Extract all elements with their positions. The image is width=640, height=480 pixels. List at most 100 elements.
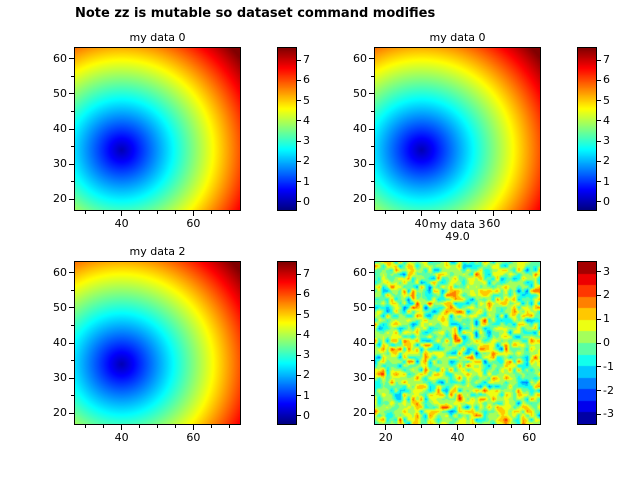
tick-mark bbox=[597, 294, 601, 296]
tick-mark bbox=[528, 425, 530, 430]
tick-mark bbox=[69, 163, 74, 165]
tick-mark bbox=[597, 79, 601, 81]
colorbar bbox=[277, 47, 297, 211]
tick-mark bbox=[121, 425, 123, 430]
tick-label: 60 bbox=[522, 431, 537, 444]
tick-label: 20 bbox=[53, 406, 67, 420]
tick-label: 20 bbox=[378, 431, 393, 444]
tick-mark bbox=[371, 395, 374, 397]
subplot-title: my data 0 bbox=[429, 31, 486, 44]
tick-label: 60 bbox=[186, 217, 201, 230]
tick-label: 30 bbox=[53, 157, 67, 171]
tick-label: 2 bbox=[303, 154, 310, 168]
tick-mark bbox=[228, 211, 230, 214]
tick-mark bbox=[597, 160, 601, 162]
tick-mark bbox=[297, 140, 301, 142]
tick-mark bbox=[457, 425, 458, 430]
tick-label: 60 bbox=[353, 265, 367, 279]
subplot-bottom-left: my data 2 40 60 20 30 40 50 60 0 1 2 3 4 5 6 7 bbox=[53, 245, 310, 444]
tick-mark bbox=[385, 211, 387, 214]
tick-label: 5 bbox=[603, 93, 610, 107]
tick-label: 40 bbox=[353, 122, 367, 135]
subplot-subtitle: 49.0 bbox=[445, 230, 470, 243]
subplot-top-right: my data 0 40 60 20 30 40 50 60 0 1 2 3 4 5 6 7 bbox=[353, 31, 610, 230]
tick-mark bbox=[492, 425, 494, 428]
tick-mark bbox=[71, 75, 74, 77]
axes-frame bbox=[374, 261, 541, 425]
tick-label: 50 bbox=[353, 86, 367, 100]
tick-mark bbox=[597, 120, 601, 122]
tick-label: 2 bbox=[603, 154, 610, 168]
tick-label: 2 bbox=[303, 368, 310, 382]
tick-mark bbox=[385, 425, 387, 430]
tick-label: 40 bbox=[414, 217, 429, 230]
tick-mark bbox=[139, 211, 141, 214]
tick-mark bbox=[403, 211, 405, 214]
tick-label: 40 bbox=[450, 431, 465, 444]
tick-mark bbox=[597, 140, 601, 142]
tick-mark bbox=[69, 307, 74, 309]
tick-mark bbox=[192, 211, 194, 216]
tick-mark bbox=[510, 425, 512, 428]
colorbar-canvas bbox=[578, 262, 596, 424]
tick-mark bbox=[369, 128, 374, 130]
tick-mark bbox=[228, 425, 230, 428]
tick-mark bbox=[69, 58, 74, 60]
tick-label: -3 bbox=[603, 407, 614, 421]
tick-mark bbox=[139, 425, 141, 428]
colorbar-canvas bbox=[578, 48, 596, 210]
tick-mark bbox=[371, 110, 374, 112]
tick-mark bbox=[192, 425, 194, 430]
tick-mark bbox=[371, 75, 374, 77]
tick-mark bbox=[492, 211, 494, 216]
heatmap-canvas bbox=[375, 48, 540, 210]
tick-label: 40 bbox=[353, 336, 367, 349]
tick-label: 40 bbox=[114, 431, 129, 444]
tick-mark bbox=[597, 181, 601, 183]
tick-mark bbox=[421, 211, 423, 216]
tick-mark bbox=[371, 360, 374, 362]
tick-mark bbox=[297, 293, 301, 295]
colorbar-canvas bbox=[278, 262, 296, 424]
axes-frame bbox=[74, 261, 241, 425]
tick-label: 40 bbox=[114, 217, 129, 230]
tick-mark bbox=[597, 201, 601, 203]
tick-mark bbox=[369, 93, 374, 95]
tick-mark bbox=[297, 120, 301, 122]
tick-label: 0 bbox=[603, 336, 610, 349]
tick-mark bbox=[71, 110, 74, 112]
tick-mark bbox=[297, 374, 301, 376]
tick-label: 20 bbox=[353, 192, 367, 206]
tick-mark bbox=[85, 211, 87, 214]
tick-mark bbox=[297, 354, 301, 356]
tick-label: 30 bbox=[353, 157, 367, 171]
tick-mark bbox=[597, 59, 601, 61]
tick-label: 0 bbox=[303, 408, 310, 422]
tick-label: 60 bbox=[53, 265, 67, 279]
tick-label: 5 bbox=[303, 93, 310, 107]
tick-label: 1 bbox=[603, 312, 610, 326]
tick-mark bbox=[297, 79, 301, 81]
tick-mark bbox=[297, 334, 301, 336]
tick-mark bbox=[369, 198, 374, 200]
colorbar bbox=[577, 261, 597, 425]
tick-mark bbox=[371, 289, 374, 291]
tick-mark bbox=[597, 100, 601, 102]
axes-frame bbox=[374, 47, 541, 211]
tick-mark bbox=[369, 58, 374, 60]
subplot-title: my data 0 bbox=[129, 31, 186, 44]
tick-mark bbox=[71, 181, 74, 183]
tick-label: 0 bbox=[603, 194, 610, 208]
tick-mark bbox=[597, 366, 601, 368]
subplot-title: my data 2 bbox=[129, 245, 186, 258]
tick-label: -1 bbox=[603, 359, 614, 373]
tick-mark bbox=[371, 181, 374, 183]
axes-frame bbox=[74, 47, 241, 211]
tick-mark bbox=[369, 307, 374, 309]
colorbar bbox=[277, 261, 297, 425]
figure-title: Note zz is mutable so dataset command mo… bbox=[75, 6, 436, 21]
tick-mark bbox=[439, 425, 441, 428]
tick-label: 3 bbox=[303, 348, 310, 362]
tick-mark bbox=[71, 395, 74, 397]
tick-mark bbox=[421, 425, 423, 428]
